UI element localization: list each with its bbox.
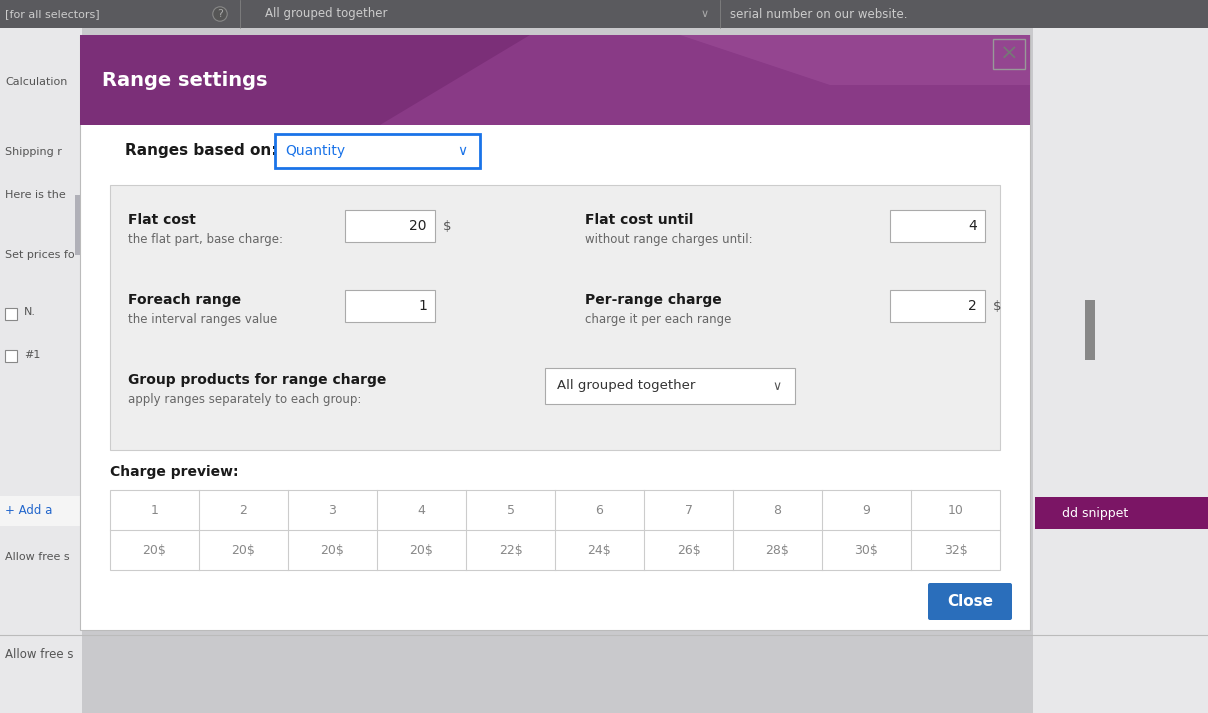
Bar <box>110 490 1000 570</box>
Text: $: $ <box>993 299 1001 312</box>
Text: 20$: 20$ <box>143 543 167 557</box>
Text: 8: 8 <box>773 503 782 516</box>
Bar <box>0 0 1208 28</box>
Text: + Add a: + Add a <box>5 505 52 518</box>
Text: Per-range charge: Per-range charge <box>585 293 721 307</box>
Text: 32$: 32$ <box>943 543 968 557</box>
Bar <box>0 496 82 526</box>
Text: the flat part, base charge:: the flat part, base charge: <box>128 233 283 247</box>
Text: 4: 4 <box>969 219 977 233</box>
Text: 2: 2 <box>239 503 248 516</box>
Bar <box>275 134 480 168</box>
Text: Close: Close <box>947 594 993 609</box>
Text: 9: 9 <box>863 503 871 516</box>
Text: 22$: 22$ <box>499 543 522 557</box>
Text: ∨: ∨ <box>457 144 467 158</box>
Text: $: $ <box>443 220 452 232</box>
Text: 26$: 26$ <box>676 543 701 557</box>
Text: charge it per each range: charge it per each range <box>585 314 731 327</box>
Text: dd snippet: dd snippet <box>1062 506 1128 520</box>
Text: 1: 1 <box>418 299 426 313</box>
Text: All grouped together: All grouped together <box>557 379 696 392</box>
Text: 6: 6 <box>596 503 604 516</box>
Text: All grouped together: All grouped together <box>265 8 388 21</box>
Text: Here is the: Here is the <box>5 190 65 200</box>
Polygon shape <box>680 35 1030 85</box>
Bar <box>80 35 1030 630</box>
Bar <box>80 35 1030 125</box>
Text: without range charges until:: without range charges until: <box>585 233 753 247</box>
Text: 7: 7 <box>685 503 692 516</box>
Text: 28$: 28$ <box>766 543 790 557</box>
Text: 2: 2 <box>969 299 977 313</box>
Bar <box>1085 300 1094 360</box>
Text: Charge preview:: Charge preview: <box>110 465 238 479</box>
Polygon shape <box>381 35 1030 125</box>
Text: Group products for range charge: Group products for range charge <box>128 373 387 387</box>
Text: 5: 5 <box>506 503 515 516</box>
Text: Calculation: Calculation <box>5 77 68 87</box>
Bar <box>1033 28 1208 713</box>
Text: Set prices fo: Set prices fo <box>5 250 75 260</box>
Bar <box>890 210 985 242</box>
Text: 4: 4 <box>418 503 425 516</box>
Text: apply ranges separately to each group:: apply ranges separately to each group: <box>128 394 361 406</box>
Text: 20$: 20$ <box>320 543 344 557</box>
Bar <box>0 28 82 713</box>
Text: Flat cost until: Flat cost until <box>585 213 693 227</box>
Bar <box>110 185 1000 450</box>
FancyBboxPatch shape <box>928 583 1012 620</box>
Bar <box>993 39 1026 69</box>
Text: Allow free s: Allow free s <box>5 552 70 562</box>
Text: 20: 20 <box>410 219 426 233</box>
Text: 10: 10 <box>947 503 964 516</box>
Bar <box>345 210 435 242</box>
Text: 30$: 30$ <box>854 543 878 557</box>
Text: Flat cost: Flat cost <box>128 213 196 227</box>
Text: [for all selectors]: [for all selectors] <box>5 9 99 19</box>
Bar <box>1035 497 1208 529</box>
Text: Ranges based on:: Ranges based on: <box>124 143 278 158</box>
Bar <box>545 368 795 404</box>
Text: ∨: ∨ <box>772 379 782 392</box>
Text: #1: #1 <box>24 350 40 360</box>
Text: serial number on our website.: serial number on our website. <box>730 8 907 21</box>
Text: 3: 3 <box>329 503 337 516</box>
Text: 20$: 20$ <box>232 543 255 557</box>
Bar <box>75 195 80 255</box>
Text: 1: 1 <box>151 503 158 516</box>
Text: Foreach range: Foreach range <box>128 293 242 307</box>
Text: Quantity: Quantity <box>285 144 345 158</box>
Text: Range settings: Range settings <box>101 71 267 90</box>
Text: 20$: 20$ <box>410 543 434 557</box>
Bar <box>345 290 435 322</box>
Text: Allow free s: Allow free s <box>5 649 74 662</box>
Bar <box>890 290 985 322</box>
Text: N.: N. <box>24 307 36 317</box>
Bar <box>5 308 17 320</box>
Bar <box>5 350 17 362</box>
Text: the interval ranges value: the interval ranges value <box>128 314 278 327</box>
Text: ?: ? <box>217 9 223 19</box>
Text: Shipping r: Shipping r <box>5 147 62 157</box>
Text: 24$: 24$ <box>587 543 611 557</box>
Text: ∨: ∨ <box>701 9 709 19</box>
Text: ×: × <box>1000 44 1018 64</box>
